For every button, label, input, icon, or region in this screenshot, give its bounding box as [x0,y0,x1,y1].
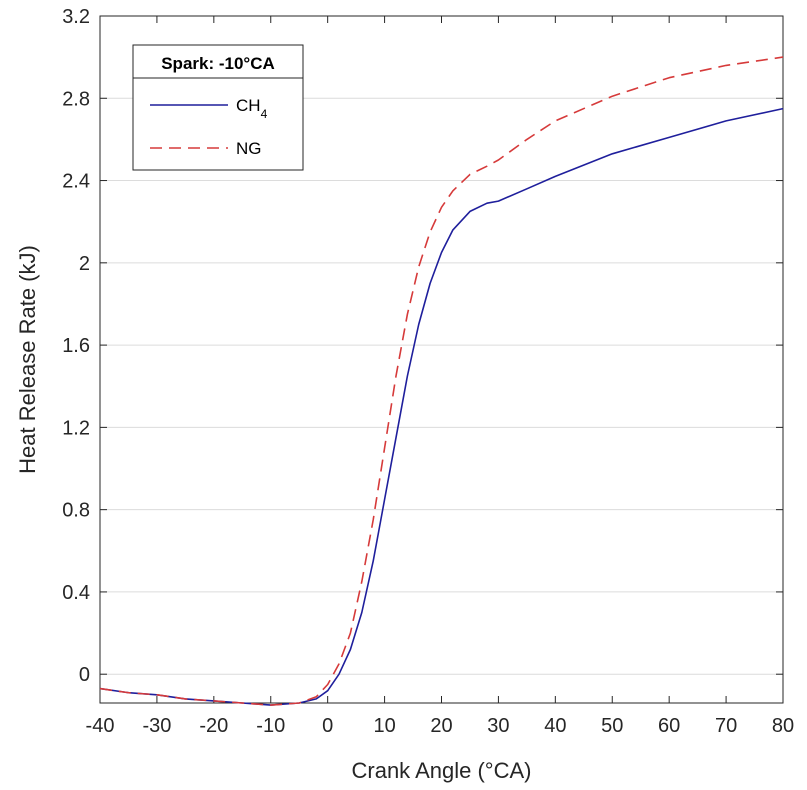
legend-label-ng: NG [236,139,262,158]
y-tick-label: 2 [79,253,90,275]
y-tick-label: 1.2 [62,417,90,439]
x-tick-label: 80 [772,715,794,737]
legend-title: Spark: -10°CA [161,54,275,73]
y-tick-label: 3.2 [62,6,90,28]
legend-box [132,44,304,171]
y-tick-label: 0 [79,664,90,686]
series-line-ng [99,56,784,706]
x-tick-label: 20 [430,715,452,737]
x-tick-label: -40 [86,715,115,737]
x-tick-label: 70 [715,715,737,737]
legend: Spark: -10°CA CH4 NG [132,44,304,171]
x-axis-label: Crank Angle (°CA) [352,758,532,783]
x-tick-label: -30 [142,715,171,737]
legend-label-ch4-subscript: 4 [261,107,268,121]
y-tick-label: 1.6 [62,335,90,357]
x-tick-label: -20 [199,715,228,737]
y-axis-label: Heat Release Rate (kJ) [15,245,40,474]
x-tick-label: 0 [322,715,333,737]
x-tick-label: 50 [601,715,623,737]
y-tick-label: 0.8 [62,500,90,522]
y-tick-label: 2.8 [62,88,90,110]
y-tick-label: 2.4 [62,171,90,193]
x-tick-label: -10 [256,715,285,737]
legend-label-ch4: CH4 [236,96,268,121]
x-tick-label: 40 [544,715,566,737]
y-tick-label: 0.4 [62,582,90,604]
legend-label-ch4-main: CH [236,96,261,115]
x-tick-label: 60 [658,715,680,737]
x-tick-label: 30 [487,715,509,737]
x-tick-label: 10 [373,715,395,737]
axis-ticks: 0 0.4 0.8 1.2 1.6 2 2.4 2.8 3.2 -40 -30 -20 -10 0 10 20… [62,6,794,737]
series-lines [99,56,784,706]
